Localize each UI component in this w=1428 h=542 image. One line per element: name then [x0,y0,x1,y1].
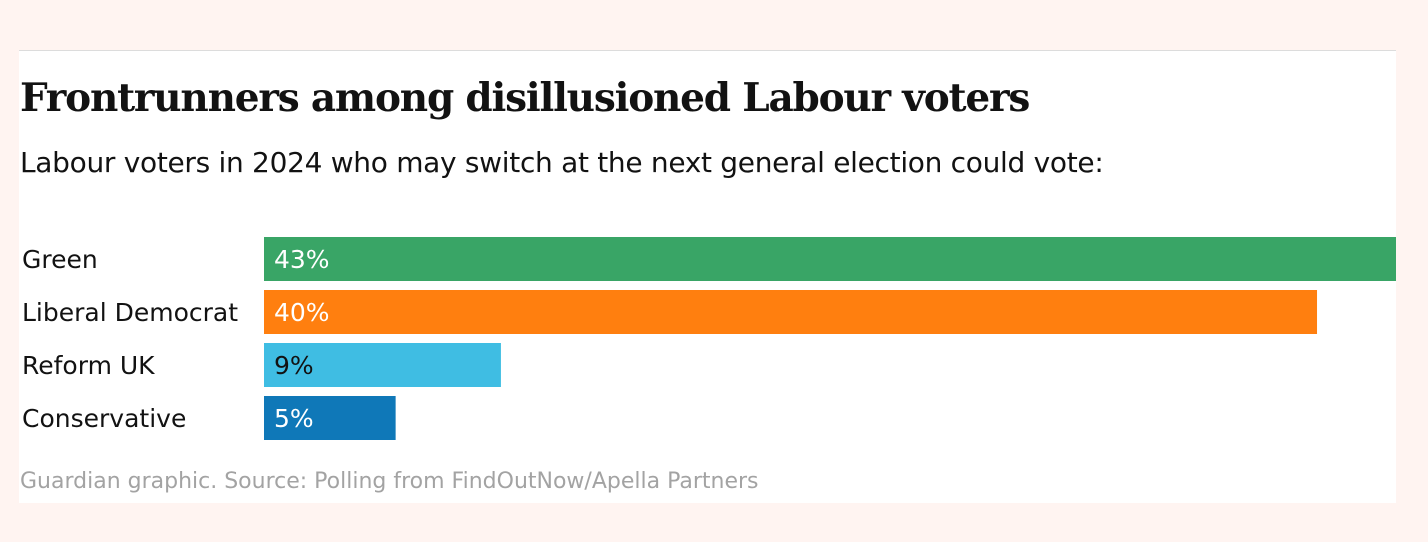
chart-subtitle: Labour voters in 2024 who may switch at … [20,146,1104,179]
bar-green [264,237,1396,281]
bar-reform-uk [264,343,501,387]
category-label-reform-uk: Reform UK [22,351,155,380]
value-label-conservative: 5% [274,404,314,433]
chart-title: Frontrunners among disillusioned Labour … [20,75,1030,121]
bar-chart: Green 43% Liberal Democrat 40% Reform UK 9% Co… [22,237,1396,440]
value-label-green: 43% [274,245,330,274]
value-label-liberal-democrat: 40% [274,298,330,327]
category-label-green: Green [22,245,98,274]
source-note: Guardian graphic. Source: Polling from F… [20,469,759,494]
category-label-liberal-democrat: Liberal Democrat [22,298,238,327]
bar-liberal-democrat [264,290,1318,334]
bar-conservative [264,396,396,440]
value-label-reform-uk: 9% [274,351,314,380]
category-label-conservative: Conservative [22,404,186,433]
chart-card: Frontrunners among disillusioned Labour … [19,50,1396,503]
